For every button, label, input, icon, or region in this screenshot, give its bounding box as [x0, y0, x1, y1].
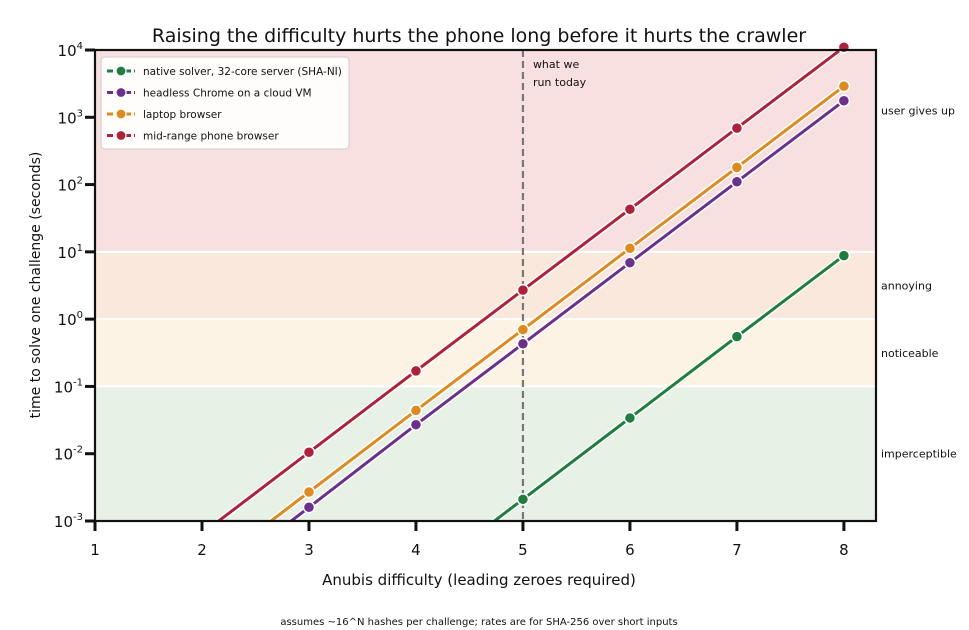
band-label: user gives up [881, 105, 955, 118]
series-point-3 [302, 446, 316, 459]
x-axis-label: Anubis difficulty (leading zeroes requir… [322, 571, 636, 589]
series-point-3 [730, 121, 744, 135]
series-point-1 [516, 337, 530, 351]
series-line-3 [216, 50, 843, 521]
series-point-0 [516, 493, 530, 506]
legend-box [100, 56, 350, 150]
legend-marker-0 [115, 65, 127, 77]
series-point-0 [730, 330, 744, 343]
series-point-3 [409, 364, 423, 378]
y-tick-label: 102 [58, 176, 83, 195]
y-tick-label: 10-1 [54, 377, 83, 396]
x-tick-label: 3 [304, 541, 314, 559]
series-point-1 [623, 256, 637, 269]
series-point-2 [837, 79, 851, 93]
series-point-1 [409, 418, 423, 431]
series-point-1 [837, 94, 851, 108]
series-point-3 [516, 283, 530, 297]
legend-marker-2 [115, 108, 127, 120]
x-tick-label: 7 [732, 541, 742, 559]
legend-marker-1 [115, 86, 127, 99]
series-line-1 [288, 97, 848, 521]
footnote: assumes ~16^N hashes per challenge; rate… [280, 617, 677, 628]
y-tick-label: 100 [58, 310, 83, 329]
band-1 [95, 319, 876, 387]
series-line-2 [268, 83, 848, 521]
x-tick-label: 4 [411, 541, 421, 559]
legend-marker-3 [115, 129, 127, 142]
series-point-2 [409, 404, 423, 417]
series-lines [213, 50, 849, 521]
y-tick-label: 10-2 [54, 445, 83, 464]
x-tick-label: 6 [625, 541, 635, 559]
chart-title: Raising the difficulty hurts the phone l… [152, 25, 806, 47]
x-tick-label: 2 [197, 541, 207, 559]
series-point-2 [302, 485, 316, 499]
series-point-2 [623, 242, 637, 255]
reference-label: run today [533, 76, 587, 89]
series-point-2 [516, 323, 530, 336]
legend-label-1: headless Chrome on a cloud VM [143, 88, 312, 100]
y-tick-label: 101 [58, 243, 83, 262]
y-axis-ticks: 10-3 10-2 10-1 100 101 102 103 104 [54, 41, 95, 531]
series-markers [302, 40, 851, 514]
band-labels: imperceptible noticeable annoying user give… [881, 105, 957, 461]
reference-label: what we [533, 58, 580, 71]
series-point-0 [837, 249, 851, 262]
x-tick-label: 5 [518, 541, 528, 559]
y-tick-label: 104 [58, 41, 83, 60]
legend-label-0: native solver, 32-core server (SHA-NI) [143, 66, 342, 78]
plot-frame [93, 48, 878, 523]
band-label: annoying [881, 280, 932, 293]
band-label: imperceptible [881, 448, 957, 461]
series-point-0 [623, 411, 637, 425]
series-point-2 [730, 161, 744, 174]
series-point-1 [302, 501, 316, 514]
y-tick-label: 10-3 [54, 512, 83, 531]
legend-label-2: laptop browser [143, 109, 222, 121]
band-2 [95, 251, 876, 320]
y-axis-label: time to solve one challenge (seconds) [28, 152, 44, 419]
x-axis-ticks: 1 2 3 4 5 6 7 8 [90, 521, 849, 559]
x-tick-label: 8 [839, 541, 849, 559]
series-point-1 [730, 175, 744, 189]
legend: native solver, 32-core server (SHA-NI) he… [100, 56, 350, 150]
band-label: noticeable [881, 347, 939, 360]
legend-label-3: mid-range phone browser [143, 131, 279, 143]
series-point-3 [623, 202, 637, 216]
x-tick-label: 1 [90, 541, 100, 559]
band-0 [95, 386, 876, 521]
y-tick-label: 103 [58, 108, 83, 127]
